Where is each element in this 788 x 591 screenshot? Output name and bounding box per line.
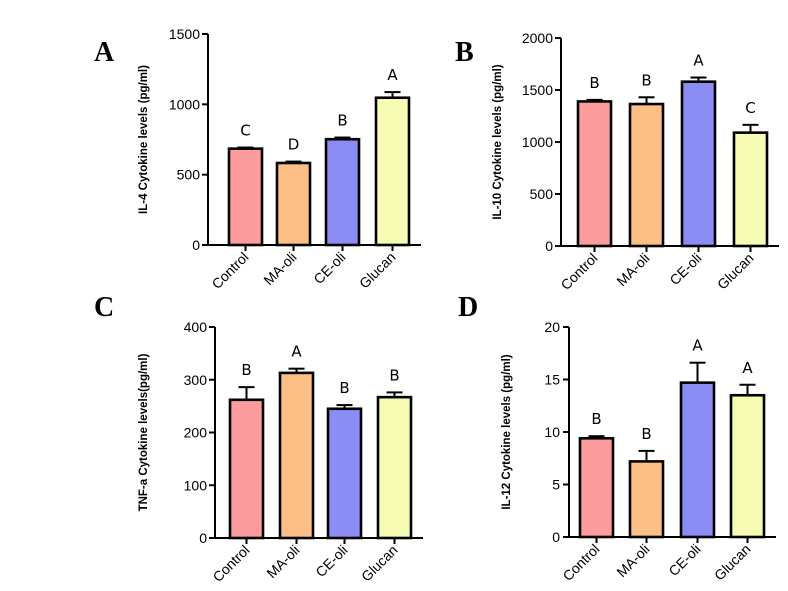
x-tick-label: CE-oli xyxy=(312,542,350,580)
y-tick-label: 300 xyxy=(184,372,208,388)
y-axis-label: IL-12 Cytokine levels (pg/ml) xyxy=(501,354,513,509)
x-tick-label: CE-oli xyxy=(310,249,348,287)
y-tick-label: 2000 xyxy=(522,30,553,46)
x-tick-label: MA-oli xyxy=(260,249,299,288)
significance-letter: C xyxy=(745,99,755,117)
y-axis-label: TNF-a Cytokine levels(pg/ml) xyxy=(138,353,150,511)
significance-letter: C xyxy=(240,122,250,140)
bar-ma-oli xyxy=(278,371,315,540)
y-tick-label: 1000 xyxy=(169,96,200,112)
bar-control xyxy=(576,100,613,248)
bar-control xyxy=(227,147,264,247)
bar-ma-oli xyxy=(628,460,665,539)
y-tick-label: 20 xyxy=(544,319,560,335)
bar-ma-oli xyxy=(275,161,312,247)
significance-letter: B xyxy=(641,71,651,89)
y-tick-label: 0 xyxy=(199,530,207,546)
y-tick-label: 1000 xyxy=(522,134,553,150)
panel-letter: B xyxy=(455,37,474,68)
bar-glucan xyxy=(732,131,769,248)
y-tick-label: 10 xyxy=(544,424,560,440)
significance-letter: B xyxy=(241,361,251,379)
bar-glucan xyxy=(376,395,413,540)
panel-b: B B B A C 0 500 1000 1500 2000 Control MA-oli CE-ol… xyxy=(455,30,779,293)
bar-ce-oli xyxy=(679,381,716,539)
x-tick-label: MA-oli xyxy=(263,542,302,581)
bar-ce-oli xyxy=(324,137,361,247)
significance-letter: B xyxy=(337,112,347,130)
bar-ce-oli xyxy=(326,407,363,540)
significance-letter: B xyxy=(641,425,651,443)
y-tick-label: 500 xyxy=(530,186,554,202)
bar-ce-oli xyxy=(680,80,717,248)
x-tick-label: Glucan xyxy=(358,542,401,585)
x-tick-label: Control xyxy=(209,542,252,585)
x-tick-label: Glucan xyxy=(711,541,754,584)
bar-control xyxy=(228,398,265,540)
bar-glucan xyxy=(374,96,411,247)
y-tick-label: 1500 xyxy=(169,26,200,42)
significance-letter: A xyxy=(693,52,704,70)
y-tick-label: 100 xyxy=(184,477,208,493)
significance-letter: B xyxy=(339,379,349,397)
x-tick-label: MA-oli xyxy=(613,541,652,580)
panel-letter: D xyxy=(458,292,478,323)
y-tick-label: 5 xyxy=(552,477,560,493)
panel-c: C B A B B 0 100 200 300 400 Control MA-oli CE-oli Gl… xyxy=(94,292,423,585)
y-axis-label: IL-4 Cytokine levels (pg/ml) xyxy=(138,65,150,214)
x-tick-label: Control xyxy=(559,541,602,584)
panel-letter: A xyxy=(94,37,115,68)
y-tick-label: 400 xyxy=(184,319,208,335)
x-tick-label: MA-oli xyxy=(613,250,652,289)
x-tick-label: CE-oli xyxy=(666,250,704,288)
significance-letter: A xyxy=(291,343,302,361)
x-tick-label: Glucan xyxy=(356,249,399,292)
y-tick-label: 500 xyxy=(177,167,201,183)
bar-ma-oli xyxy=(628,102,665,248)
bar-control xyxy=(578,436,615,539)
y-tick-label: 0 xyxy=(192,237,200,253)
panel-a: A C D B A 0 500 1000 1500 Control MA-oli CE-oli Glu… xyxy=(94,26,421,292)
significance-letter: A xyxy=(692,337,703,355)
bar-glucan xyxy=(729,393,766,539)
y-tick-label: 1500 xyxy=(522,82,553,98)
significance-letter: B xyxy=(389,366,399,384)
x-tick-label: CE-oli xyxy=(665,541,703,579)
significance-letter: A xyxy=(387,66,398,84)
significance-letter: B xyxy=(591,410,601,428)
y-tick-label: 0 xyxy=(552,529,560,545)
y-axis-label: IL-10 Cytokine levels (pg/ml) xyxy=(492,64,504,219)
significance-letter: B xyxy=(589,74,599,92)
panel-d: D B B A A 0 5 10 15 20 Control MA-oli CE-oli Glucan I… xyxy=(458,292,776,584)
x-tick-label: Control xyxy=(557,250,600,293)
significance-letter: D xyxy=(288,136,300,154)
significance-letter: A xyxy=(742,359,753,377)
y-tick-label: 200 xyxy=(184,425,208,441)
panel-letter: C xyxy=(94,292,114,323)
x-tick-label: Glucan xyxy=(714,250,757,293)
y-tick-label: 15 xyxy=(544,372,560,388)
x-tick-label: Control xyxy=(208,249,251,292)
y-tick-label: 0 xyxy=(545,238,553,254)
